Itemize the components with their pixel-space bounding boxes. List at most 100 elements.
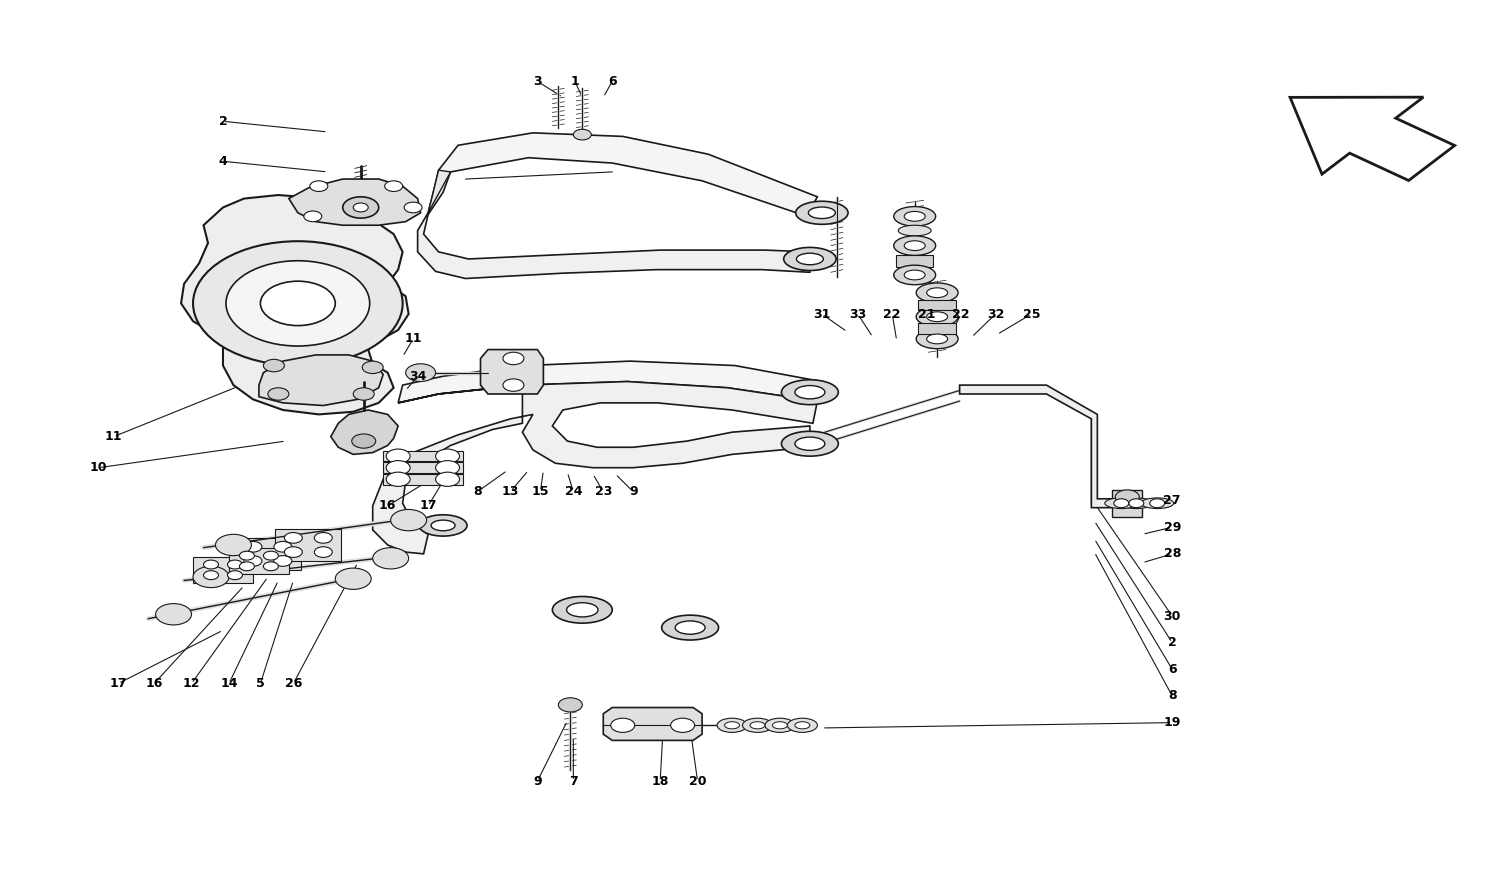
Ellipse shape bbox=[1106, 498, 1138, 509]
Circle shape bbox=[226, 261, 369, 346]
Polygon shape bbox=[372, 381, 818, 554]
Circle shape bbox=[336, 568, 370, 589]
Ellipse shape bbox=[782, 380, 838, 405]
Polygon shape bbox=[427, 170, 450, 213]
Ellipse shape bbox=[765, 718, 795, 732]
Ellipse shape bbox=[894, 236, 936, 256]
Text: 24: 24 bbox=[564, 486, 582, 498]
Text: 5: 5 bbox=[256, 677, 265, 690]
Circle shape bbox=[386, 461, 410, 475]
Text: 2: 2 bbox=[1168, 636, 1176, 650]
Ellipse shape bbox=[419, 515, 466, 536]
Text: 9: 9 bbox=[532, 775, 542, 788]
Circle shape bbox=[610, 718, 634, 732]
Text: 25: 25 bbox=[1023, 307, 1040, 321]
Text: 7: 7 bbox=[568, 775, 578, 788]
Ellipse shape bbox=[662, 615, 718, 640]
Ellipse shape bbox=[742, 718, 772, 732]
Circle shape bbox=[264, 562, 279, 571]
Circle shape bbox=[1130, 499, 1144, 508]
Circle shape bbox=[268, 388, 290, 400]
Ellipse shape bbox=[795, 437, 825, 450]
Circle shape bbox=[244, 556, 262, 567]
Ellipse shape bbox=[567, 602, 598, 617]
Text: 32: 32 bbox=[987, 307, 1004, 321]
Circle shape bbox=[390, 510, 426, 531]
Polygon shape bbox=[182, 195, 408, 414]
Text: 23: 23 bbox=[594, 486, 612, 498]
Circle shape bbox=[352, 388, 374, 400]
Circle shape bbox=[1150, 499, 1164, 508]
Text: 14: 14 bbox=[220, 677, 237, 690]
Bar bbox=[918, 323, 956, 333]
Circle shape bbox=[204, 571, 219, 580]
Text: 12: 12 bbox=[183, 677, 201, 690]
Circle shape bbox=[194, 241, 402, 365]
Circle shape bbox=[386, 449, 410, 463]
Circle shape bbox=[558, 698, 582, 712]
Text: 6: 6 bbox=[1168, 663, 1176, 676]
Circle shape bbox=[228, 571, 243, 580]
Circle shape bbox=[310, 181, 328, 192]
Ellipse shape bbox=[1142, 498, 1173, 509]
Ellipse shape bbox=[795, 722, 810, 729]
Polygon shape bbox=[382, 462, 462, 473]
Polygon shape bbox=[290, 179, 420, 225]
Ellipse shape bbox=[782, 431, 838, 456]
Text: 33: 33 bbox=[849, 307, 867, 321]
Circle shape bbox=[405, 364, 435, 381]
Ellipse shape bbox=[916, 307, 958, 326]
Ellipse shape bbox=[898, 225, 932, 236]
Text: 18: 18 bbox=[651, 775, 669, 788]
Text: 16: 16 bbox=[146, 677, 164, 690]
Text: 22: 22 bbox=[952, 307, 970, 321]
Bar bbox=[896, 255, 933, 267]
Text: 2: 2 bbox=[219, 115, 228, 127]
Ellipse shape bbox=[916, 329, 958, 348]
Circle shape bbox=[315, 533, 333, 544]
Polygon shape bbox=[194, 557, 254, 584]
Ellipse shape bbox=[430, 520, 454, 531]
Circle shape bbox=[404, 202, 422, 213]
Ellipse shape bbox=[795, 386, 825, 399]
Text: 17: 17 bbox=[110, 677, 128, 690]
Text: 19: 19 bbox=[1164, 716, 1180, 729]
Polygon shape bbox=[260, 355, 382, 405]
Text: 3: 3 bbox=[532, 75, 542, 88]
Ellipse shape bbox=[717, 718, 747, 732]
Circle shape bbox=[503, 352, 524, 364]
Text: 16: 16 bbox=[380, 499, 396, 512]
Text: 21: 21 bbox=[918, 307, 936, 321]
Text: 28: 28 bbox=[1164, 547, 1180, 560]
Text: 8: 8 bbox=[472, 486, 482, 498]
Text: 4: 4 bbox=[219, 155, 228, 168]
Circle shape bbox=[384, 181, 402, 192]
Polygon shape bbox=[1290, 97, 1455, 181]
Text: 20: 20 bbox=[688, 775, 706, 788]
Circle shape bbox=[435, 449, 459, 463]
Polygon shape bbox=[480, 349, 543, 394]
Circle shape bbox=[240, 552, 255, 560]
Circle shape bbox=[216, 535, 252, 556]
Ellipse shape bbox=[750, 722, 765, 729]
Circle shape bbox=[204, 560, 219, 569]
Ellipse shape bbox=[904, 241, 926, 250]
Circle shape bbox=[285, 547, 303, 558]
Text: 15: 15 bbox=[531, 486, 549, 498]
Text: 9: 9 bbox=[628, 486, 638, 498]
Polygon shape bbox=[230, 548, 290, 575]
Text: 22: 22 bbox=[884, 307, 902, 321]
Circle shape bbox=[240, 562, 255, 571]
Ellipse shape bbox=[894, 207, 936, 226]
Text: 29: 29 bbox=[1164, 520, 1180, 534]
Polygon shape bbox=[332, 410, 398, 454]
Text: 11: 11 bbox=[105, 430, 123, 443]
Circle shape bbox=[194, 567, 230, 588]
Circle shape bbox=[352, 203, 368, 212]
Ellipse shape bbox=[552, 596, 612, 623]
Circle shape bbox=[1116, 490, 1140, 504]
Polygon shape bbox=[382, 474, 462, 485]
Circle shape bbox=[228, 560, 243, 569]
Text: 1: 1 bbox=[570, 75, 579, 88]
Ellipse shape bbox=[808, 207, 836, 218]
